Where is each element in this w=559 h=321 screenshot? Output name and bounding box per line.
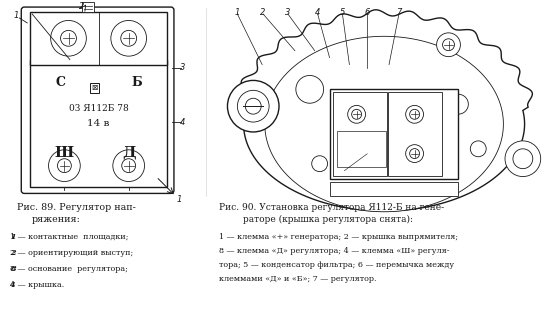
Text: 3: 3 [285, 7, 291, 16]
Text: 5: 5 [340, 7, 345, 16]
Polygon shape [232, 10, 532, 211]
Circle shape [51, 21, 86, 56]
FancyBboxPatch shape [21, 7, 174, 194]
Circle shape [111, 21, 146, 56]
Bar [338, 131, 386, 167]
Text: 2: 2 [79, 2, 84, 11]
Text: клеммами «Д» и «Б»; 7 — регулятор.: клеммами «Д» и «Б»; 7 — регулятор. [219, 275, 376, 283]
Text: 2: 2 [260, 7, 266, 16]
Circle shape [49, 150, 80, 182]
Text: 14 в: 14 в [87, 119, 110, 128]
Text: 1: 1 [11, 233, 16, 241]
Bar [82, 2, 94, 12]
Circle shape [296, 75, 324, 103]
Text: Рис. 90. Установка регулятора Я112-Б на гене-: Рис. 90. Установка регулятора Я112-Б на … [219, 203, 444, 212]
Bar [330, 89, 458, 178]
Text: 1: 1 [176, 195, 182, 204]
Text: ряжения:: ряжения: [32, 215, 81, 224]
Circle shape [406, 145, 424, 162]
Circle shape [122, 159, 136, 173]
Bar [387, 92, 442, 176]
Text: Д: Д [122, 146, 135, 160]
Polygon shape [265, 36, 504, 212]
Circle shape [437, 33, 461, 56]
Text: 4: 4 [180, 117, 186, 126]
Circle shape [228, 81, 279, 132]
Bar [333, 92, 387, 176]
Text: раторе (крышка регулятора снята):: раторе (крышка регулятора снята): [243, 215, 413, 224]
Text: 2: 2 [11, 249, 16, 257]
Circle shape [410, 149, 420, 159]
Text: 1: 1 [235, 7, 240, 16]
Circle shape [470, 141, 486, 157]
Circle shape [245, 98, 261, 114]
Bar [30, 12, 167, 65]
Circle shape [352, 109, 362, 119]
Bar [30, 60, 167, 187]
Circle shape [60, 30, 77, 46]
Circle shape [513, 149, 533, 169]
Circle shape [121, 30, 136, 46]
Text: Рис. 89. Регулятор нап-: Рис. 89. Регулятор нап- [17, 203, 136, 212]
Text: 1: 1 [13, 12, 19, 21]
Text: Б: Б [131, 76, 143, 89]
Bar [330, 182, 458, 196]
Text: 4 — крышка.: 4 — крышка. [11, 281, 65, 289]
Text: Ш: Ш [55, 146, 74, 160]
Circle shape [406, 105, 424, 123]
Text: 7: 7 [396, 7, 401, 16]
Circle shape [238, 90, 269, 122]
Text: 6: 6 [364, 7, 370, 16]
Text: 8 — клемма «Д» регулятора; 4 — клемма «Ш» регуля-: 8 — клемма «Д» регулятора; 4 — клемма «Ш… [219, 247, 449, 255]
Text: 4: 4 [11, 281, 16, 289]
Text: 03 Я112Б 78: 03 Я112Б 78 [69, 104, 129, 113]
Circle shape [113, 150, 145, 182]
Text: 2 — ориентирующий выступ;: 2 — ориентирующий выступ; [11, 249, 134, 257]
Text: 1 — контактные  площадки;: 1 — контактные площадки; [11, 233, 129, 241]
Circle shape [505, 141, 541, 177]
Circle shape [58, 159, 72, 173]
Text: С: С [55, 76, 65, 89]
Circle shape [348, 105, 366, 123]
Text: тора; 5 — конденсатор фильтра; 6 — перемычка между: тора; 5 — конденсатор фильтра; 6 — перем… [219, 261, 454, 269]
Text: 3: 3 [180, 63, 186, 72]
Circle shape [410, 109, 420, 119]
Text: 8 — основание  регулятора;: 8 — основание регулятора; [11, 265, 128, 273]
Bar [89, 83, 100, 93]
Text: 4: 4 [315, 7, 320, 16]
Circle shape [448, 94, 468, 114]
Text: ⊠: ⊠ [91, 83, 98, 92]
Text: 8: 8 [11, 265, 16, 273]
Text: 1 — клемма «+» генератора; 2 — крышка выпрямителя;: 1 — клемма «+» генератора; 2 — крышка вы… [219, 233, 458, 241]
Circle shape [312, 156, 328, 172]
Circle shape [443, 39, 454, 51]
